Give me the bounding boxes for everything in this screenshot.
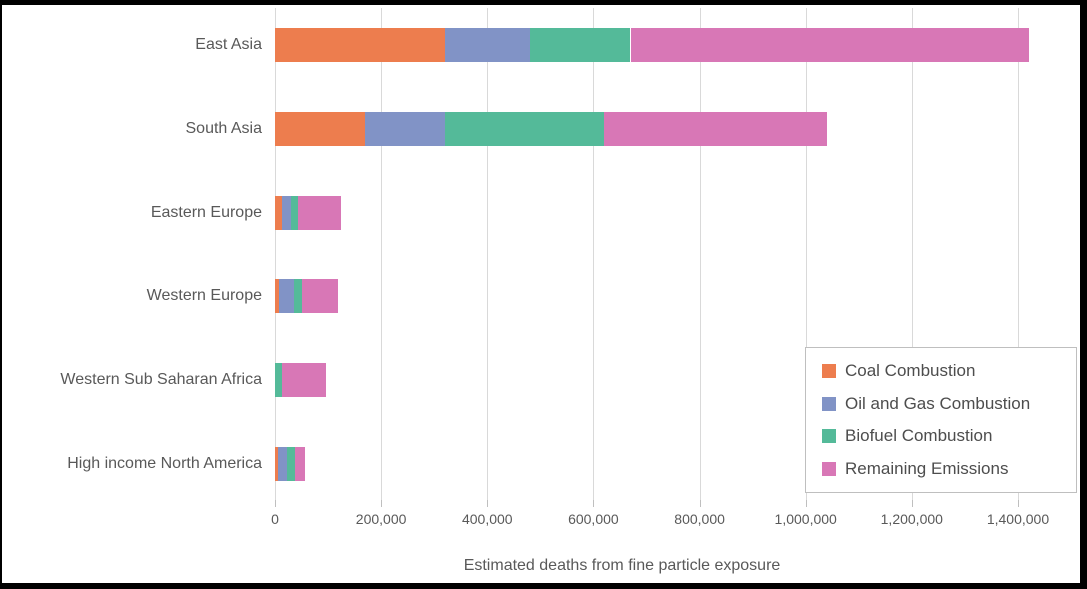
bar-segment-0-0 xyxy=(275,28,445,62)
bar-segment-5-1 xyxy=(277,447,287,481)
legend-swatch-icon xyxy=(822,396,836,411)
tick-mark-4 xyxy=(699,500,701,507)
x-axis-title: Estimated deaths from fine particle expo… xyxy=(463,557,781,574)
tick-mark-6 xyxy=(911,500,913,507)
bar-segment-3-3 xyxy=(301,279,338,314)
tick-mark-5 xyxy=(805,500,807,507)
legend-item-2: Biofuel Combustion xyxy=(806,426,1076,446)
frame-bottom xyxy=(0,583,1087,589)
x-tick-label-4: 800,000 xyxy=(674,511,725,527)
tick-mark-3 xyxy=(593,500,595,507)
frame-left xyxy=(0,0,2,589)
bar-segment-4-2 xyxy=(275,363,283,398)
bar-segment-2-2 xyxy=(290,195,299,230)
x-tick-label-0: 0 xyxy=(271,511,279,527)
bar-segment-1-3 xyxy=(604,111,827,146)
x-tick-label-3: 600,000 xyxy=(568,511,619,527)
legend-box: Coal Combustion Oil and Gas Combustion Bio… xyxy=(805,347,1077,493)
category-label-3: Western Europe xyxy=(146,287,262,305)
legend-item-1: Oil and Gas Combustion xyxy=(806,394,1076,414)
category-label-0: East Asia xyxy=(195,36,262,53)
category-label-5: High income North America xyxy=(67,455,262,472)
bar-segment-2-1 xyxy=(282,195,291,230)
legend-swatch-icon xyxy=(822,429,836,444)
legend-item-0: Coal Combustion xyxy=(806,361,1076,381)
gridline-4 xyxy=(699,8,701,500)
legend-item-3: Remaining Emissions xyxy=(806,459,1076,479)
legend-swatch-icon xyxy=(822,363,836,378)
category-label-2: Eastern Europe xyxy=(150,203,262,221)
bar-segment-3-0 xyxy=(275,279,279,314)
legend-label: Coal Combustion xyxy=(845,360,976,380)
gridline-0 xyxy=(275,8,276,500)
bar-segment-0-2 xyxy=(529,28,631,62)
legend-swatch-icon xyxy=(822,462,836,477)
gridline-5 xyxy=(805,8,807,500)
gridline-1 xyxy=(381,8,383,500)
category-label-4: Western Sub Saharan Africa xyxy=(60,371,262,389)
bar-segment-1-2 xyxy=(444,111,604,146)
bar-segment-3-1 xyxy=(278,279,294,314)
bar-segment-1-0 xyxy=(275,111,366,146)
gridline-2 xyxy=(487,8,489,500)
bar-segment-1-1 xyxy=(365,111,445,146)
gridline-6 xyxy=(911,8,913,500)
bar-segment-4-3 xyxy=(282,363,327,398)
frame-right xyxy=(1080,0,1087,589)
gridline-3 xyxy=(593,8,595,500)
bar-segment-2-3 xyxy=(298,195,342,230)
x-tick-label-6: 1,200,000 xyxy=(880,511,943,527)
x-tick-label-2: 400,000 xyxy=(461,511,513,527)
legend-label: Remaining Emissions xyxy=(845,459,1009,479)
bar-segment-5-0 xyxy=(275,447,278,481)
bar-segment-5-3 xyxy=(294,447,306,481)
x-tick-label-5: 1,000,000 xyxy=(774,511,837,527)
tick-mark-7 xyxy=(1018,500,1019,507)
bar-segment-3-2 xyxy=(293,279,302,314)
tick-mark-0 xyxy=(275,500,276,507)
legend-label: Oil and Gas Combustion xyxy=(845,393,1031,413)
x-tick-label-1: 200,000 xyxy=(355,511,407,527)
bar-segment-5-2 xyxy=(286,447,295,481)
gridline-7 xyxy=(1018,8,1019,500)
bar-segment-0-3 xyxy=(630,28,1029,62)
legend-label: Biofuel Combustion xyxy=(845,426,993,446)
bar-segment-0-1 xyxy=(444,28,530,62)
bar-segment-2-0 xyxy=(275,195,283,230)
category-label-1: South Asia xyxy=(185,119,263,137)
frame-top xyxy=(0,0,1087,5)
tick-mark-2 xyxy=(487,500,489,507)
x-tick-label-7: 1,400,000 xyxy=(986,511,1050,527)
chart-surface: East Asia South Asia Eastern Europe Western… xyxy=(2,5,1080,583)
tick-mark-1 xyxy=(381,500,383,507)
